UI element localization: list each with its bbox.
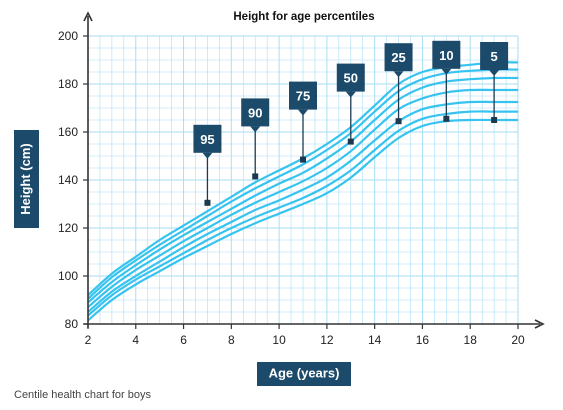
- percentile-callout-50: 50: [336, 63, 365, 145]
- callout-label: 95: [200, 132, 214, 147]
- y-axis-label: Height (cm): [14, 130, 39, 228]
- callout-box: [241, 98, 270, 127]
- percentile-callout-5: 5: [480, 42, 509, 123]
- callout-box: [193, 124, 222, 153]
- axes: 2 4 6 8 10 12 14 16 18 20 80 100 120 140 160 180 200: [58, 11, 545, 347]
- percentile-callout-75: 75: [289, 81, 317, 163]
- callout-pointer: [202, 152, 213, 159]
- callout-label: 75: [296, 89, 310, 104]
- callout-label: 25: [391, 50, 405, 65]
- x-axis-arrow: [534, 319, 545, 329]
- y-tick-label: 80: [65, 317, 79, 331]
- callout-marker: [395, 118, 402, 125]
- y-axis-label-box: [14, 130, 39, 228]
- x-axis-label-text: Age (years): [269, 365, 340, 380]
- callout-pointer: [393, 71, 404, 78]
- x-tick-label: 18: [464, 333, 478, 347]
- callout-box: [480, 42, 509, 70]
- callout-pointer: [489, 70, 500, 76]
- x-tick-label: 2: [85, 333, 92, 347]
- x-tick-label: 12: [320, 333, 334, 347]
- callout-label: 10: [439, 48, 453, 63]
- y-axis-label-text: Height (cm): [18, 143, 33, 215]
- callout-marker: [347, 138, 354, 145]
- callout-pointer: [250, 126, 261, 133]
- callout-box: [384, 43, 413, 72]
- callout-pointer: [298, 109, 308, 116]
- x-tick-label: 16: [416, 333, 430, 347]
- callout-marker: [443, 115, 450, 122]
- y-tick-label: 100: [58, 269, 78, 283]
- x-axis-label: Age (years): [257, 362, 351, 386]
- y-tick-label: 160: [58, 125, 78, 139]
- callout-pointer: [345, 91, 356, 98]
- percentile-callout-95: 95: [193, 124, 222, 206]
- percentile-labels: 95 90 75 50 25 10 5: [193, 40, 509, 206]
- callout-label: 5: [490, 49, 497, 64]
- callout-marker: [300, 156, 306, 163]
- callout-pointer: [441, 68, 452, 75]
- callout-marker: [491, 117, 498, 123]
- callout-marker: [252, 173, 259, 180]
- chart-title: Height for age percentiles: [233, 11, 374, 23]
- chart-caption: Centile health chart for boys: [14, 389, 151, 401]
- x-axis-label-box: [257, 362, 351, 386]
- x-tick-label: 6: [180, 333, 187, 347]
- x-tick-label: 14: [368, 333, 382, 347]
- y-tick-label: 180: [58, 77, 78, 91]
- callout-box: [289, 81, 317, 110]
- y-axis-arrow: [83, 11, 93, 22]
- x-tick-label: 20: [511, 333, 525, 347]
- x-tick-label: 4: [132, 333, 139, 347]
- y-tick-label: 140: [58, 173, 78, 187]
- callout-box: [336, 63, 365, 92]
- callout-label: 50: [344, 71, 358, 86]
- callout-box: [432, 40, 461, 69]
- y-tick-label: 200: [58, 29, 78, 43]
- percentile-callout-25: 25: [384, 43, 413, 125]
- callout-label: 90: [248, 105, 262, 120]
- percentile-callout-10: 10: [432, 40, 461, 122]
- y-tick-label: 120: [58, 221, 78, 235]
- callout-marker: [204, 199, 211, 206]
- x-tick-label: 10: [272, 333, 286, 347]
- percentile-callout-90: 90: [241, 98, 270, 180]
- x-tick-label: 8: [228, 333, 235, 347]
